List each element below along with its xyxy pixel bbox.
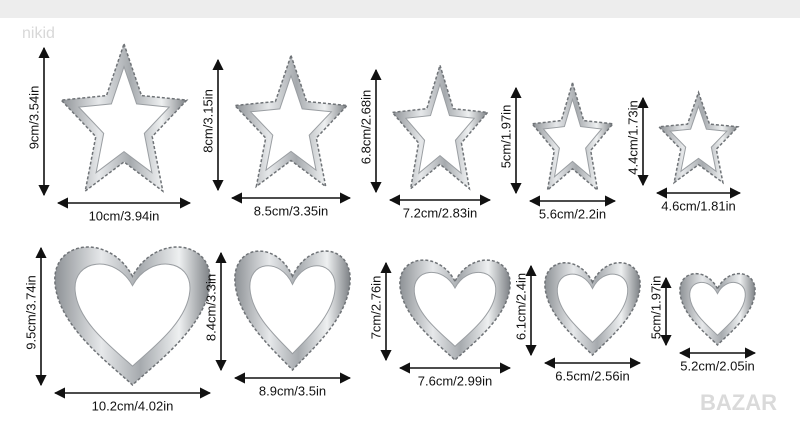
star-inner <box>249 74 333 172</box>
watermark: BAZAR <box>700 390 777 415</box>
height-label: 4.4cm/1.73in <box>625 100 640 174</box>
height-label: 5cm/1.97in <box>498 105 513 169</box>
height-label: 6.1cm/2.4in <box>513 273 528 340</box>
width-label: 7.2cm/2.83in <box>403 205 477 220</box>
height-label: 8cm/3.15in <box>200 89 215 153</box>
width-label: 8.9cm/3.5in <box>259 383 326 398</box>
star-inner <box>77 65 171 174</box>
height-label: 9.5cm/3.74in <box>23 275 38 349</box>
width-label: 4.6cm/1.81in <box>661 198 735 213</box>
star-inner <box>542 97 603 178</box>
heart-inner <box>413 271 497 348</box>
width-label: 6.5cm/2.56in <box>555 368 629 383</box>
star-inner <box>669 104 728 173</box>
width-label: 7.6cm/2.99in <box>418 373 492 388</box>
heart-inner <box>556 273 629 344</box>
star-inner <box>404 82 476 175</box>
height-label: 6.8cm/2.68in <box>358 90 373 164</box>
height-label: 7cm/2.76in <box>368 276 383 340</box>
height-label: 9cm/3.54in <box>26 86 41 150</box>
heart-inner <box>74 263 191 367</box>
watermark: nikid <box>22 25 55 42</box>
heart-inner <box>249 265 336 355</box>
top-bar <box>0 0 800 18</box>
heart-inner <box>689 282 746 336</box>
width-label: 10cm/3.94in <box>89 208 160 223</box>
height-label: 8.4cm/3.3in <box>203 274 218 341</box>
width-label: 5.2cm/2.05in <box>680 358 754 373</box>
width-label: 10.2cm/4.02in <box>92 398 174 413</box>
height-label: 5cm/1.97in <box>648 276 663 340</box>
width-label: 8.5cm/3.35in <box>254 203 328 218</box>
width-label: 5.6cm/2.2in <box>539 206 606 221</box>
